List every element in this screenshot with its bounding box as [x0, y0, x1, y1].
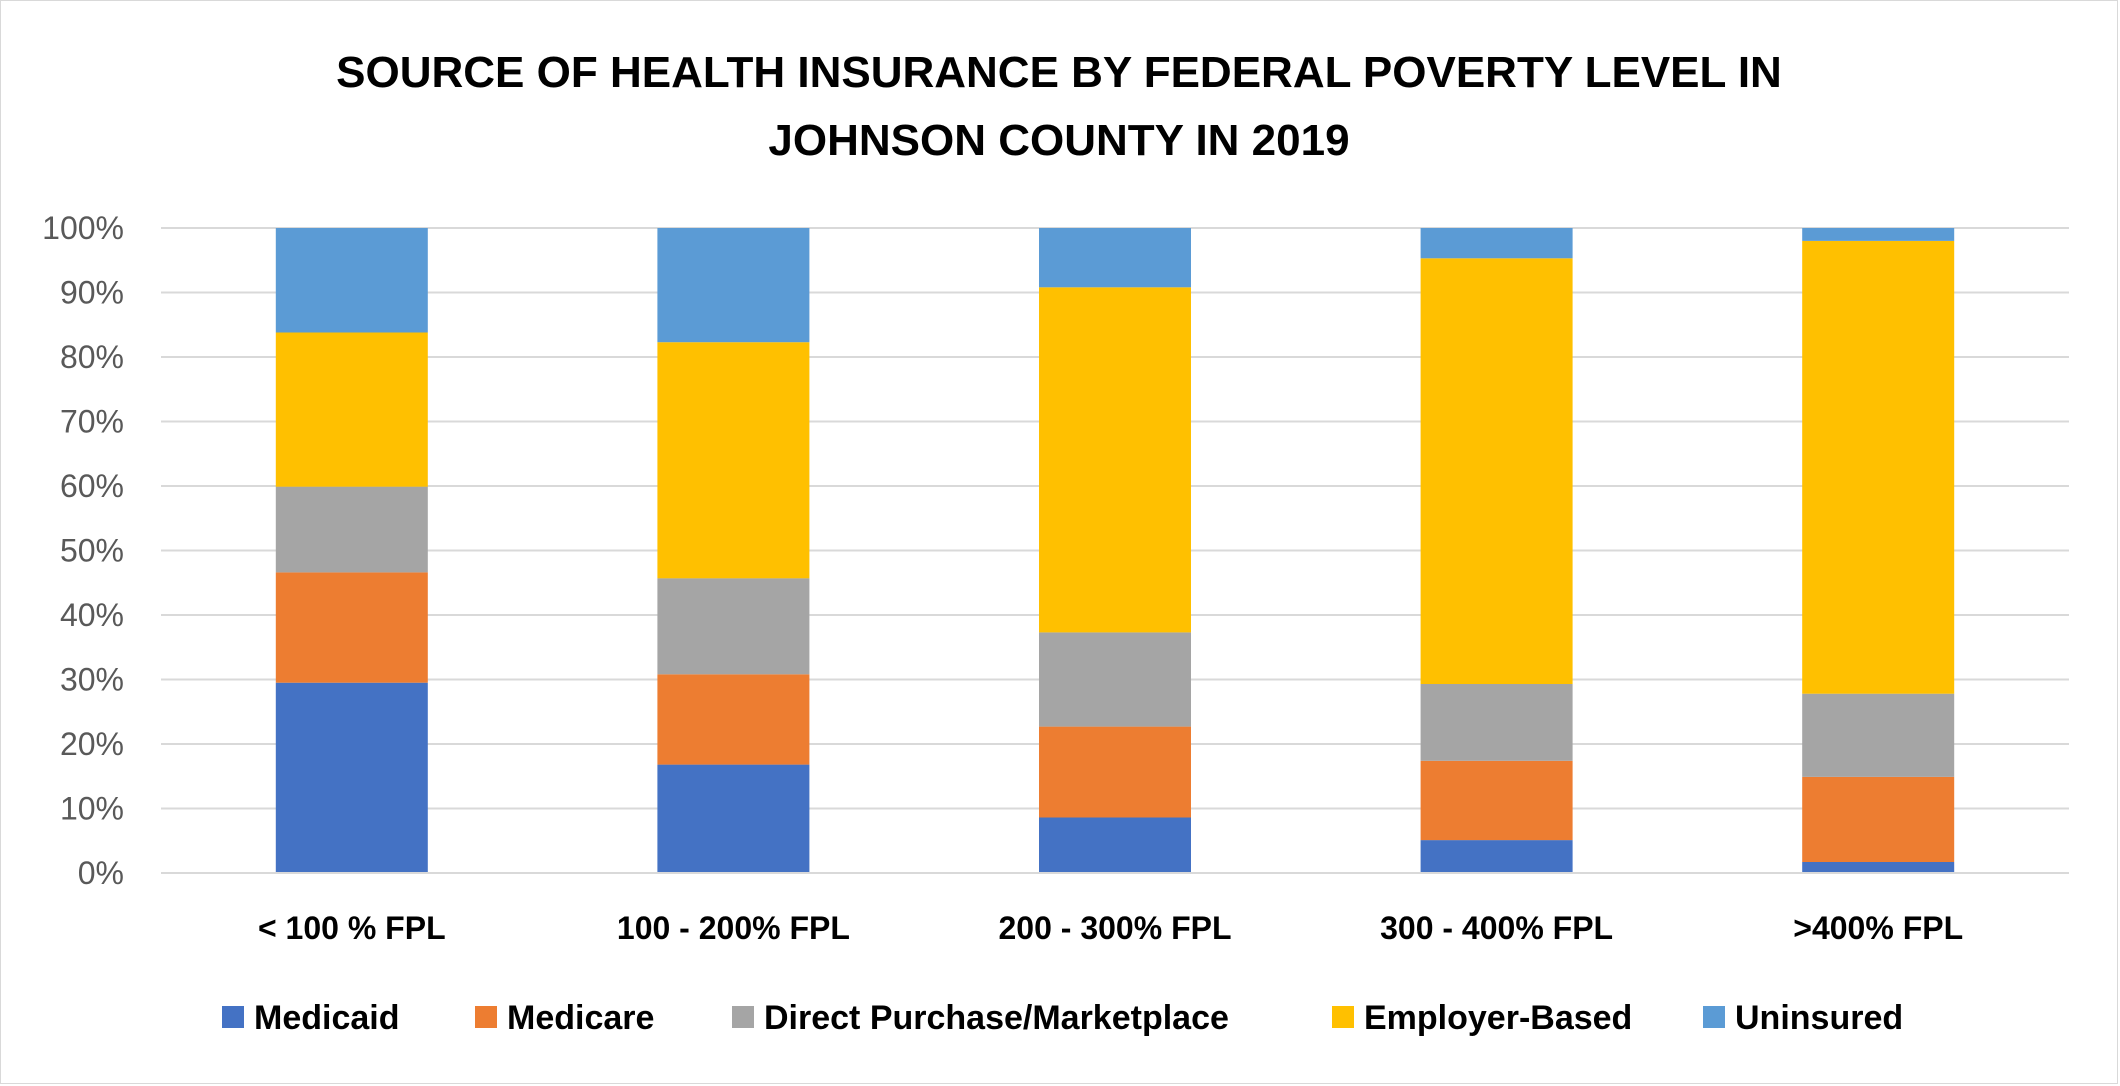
- legend-item-direct-purchase-marketplace: Direct Purchase/Marketplace: [732, 999, 1229, 1037]
- bar-segment-employer-based: [1420, 258, 1573, 684]
- bar-segment-uninsured: [1039, 228, 1191, 288]
- bar-segment-direct-purchase-marketplace: [1420, 684, 1573, 761]
- y-tick-label: 40%: [60, 597, 124, 633]
- legend-item-employer-based: Employer-Based: [1332, 999, 1632, 1037]
- chart-title-line-1: SOURCE OF HEALTH INSURANCE BY FEDERAL PO…: [336, 48, 1782, 97]
- bar-segment-direct-purchase-marketplace: [1039, 632, 1191, 727]
- legend-label: Medicaid: [254, 999, 399, 1037]
- x-tick-label: 100 - 200% FPL: [617, 910, 850, 946]
- legend-swatch: [222, 1006, 244, 1028]
- legend-item-medicaid: Medicaid: [222, 999, 399, 1037]
- bar-stack-100-fpl: [275, 228, 428, 873]
- y-tick-label: 10%: [60, 791, 124, 827]
- bar-segment-employer-based: [657, 342, 810, 579]
- bar-segment-medicaid: [275, 682, 428, 873]
- bar-segment-medicaid: [657, 764, 810, 873]
- bar-segment-medicare: [1802, 776, 1955, 862]
- bar-stack-100-200-fpl: [657, 228, 810, 873]
- bar-stack-200-300-fpl: [1039, 228, 1191, 873]
- legend-item-uninsured: Uninsured: [1703, 999, 1903, 1037]
- y-axis-ticks: 0% 10% 20% 30% 40% 50% 60% 70% 80% 90% 100%: [42, 210, 124, 891]
- y-tick-label: 90%: [60, 275, 124, 311]
- legend-label: Employer-Based: [1364, 999, 1632, 1037]
- legend-swatch: [1332, 1006, 1354, 1028]
- y-tick-label: 70%: [60, 404, 124, 440]
- x-tick-label: >400% FPL: [1793, 910, 1963, 946]
- legend-label: Uninsured: [1735, 999, 1903, 1037]
- bar-segment-uninsured: [657, 228, 810, 343]
- bar-segment-medicare: [1039, 726, 1191, 818]
- x-tick-label: 300 - 400% FPL: [1380, 910, 1613, 946]
- legend: Medicaid Medicare Direct Purchase/Marketpl…: [222, 999, 1903, 1037]
- bar-segment-medicare: [657, 674, 810, 765]
- legend-label: Direct Purchase/Marketplace: [764, 999, 1229, 1037]
- y-tick-label: 30%: [60, 662, 124, 698]
- x-tick-label: 200 - 300% FPL: [999, 910, 1232, 946]
- bar-segment-medicare: [1420, 760, 1573, 841]
- bar-segment-uninsured: [1802, 228, 1955, 241]
- bar-segment-direct-purchase-marketplace: [275, 486, 428, 573]
- bar-segment-uninsured: [1420, 228, 1573, 259]
- bar-segment-employer-based: [275, 332, 428, 487]
- bar-segment-medicaid: [1802, 862, 1955, 873]
- y-tick-label: 60%: [60, 468, 124, 504]
- legend-swatch: [1703, 1006, 1725, 1028]
- bar-segment-employer-based: [1039, 287, 1191, 633]
- legend-item-medicare: Medicare: [475, 999, 654, 1037]
- y-tick-label: 80%: [60, 339, 124, 375]
- bar-stack-300-400-fpl: [1420, 228, 1573, 873]
- y-tick-label: 100%: [42, 210, 124, 246]
- bar-segment-medicaid: [1039, 817, 1191, 873]
- bar-segment-direct-purchase-marketplace: [1802, 693, 1955, 777]
- legend-label: Medicare: [507, 999, 654, 1037]
- x-tick-label: < 100 % FPL: [258, 910, 446, 946]
- y-tick-label: 20%: [60, 726, 124, 762]
- bar-segment-medicaid: [1420, 840, 1573, 873]
- bar-segment-direct-purchase-marketplace: [657, 578, 810, 675]
- x-axis-ticks: < 100 % FPL 100 - 200% FPL 200 - 300% FPL 3…: [258, 910, 1963, 946]
- y-tick-label: 0%: [78, 855, 124, 891]
- chart-title-line-2: JOHNSON COUNTY IN 2019: [768, 116, 1349, 165]
- legend-swatch: [732, 1006, 754, 1028]
- bar-segment-medicare: [275, 572, 428, 683]
- legend-swatch: [475, 1006, 497, 1028]
- bar-segment-uninsured: [275, 228, 428, 333]
- bar-stacks: [275, 228, 1955, 873]
- y-tick-label: 50%: [60, 533, 124, 569]
- bar-stack-400-fpl: [1802, 228, 1955, 873]
- bar-segment-employer-based: [1802, 240, 1955, 694]
